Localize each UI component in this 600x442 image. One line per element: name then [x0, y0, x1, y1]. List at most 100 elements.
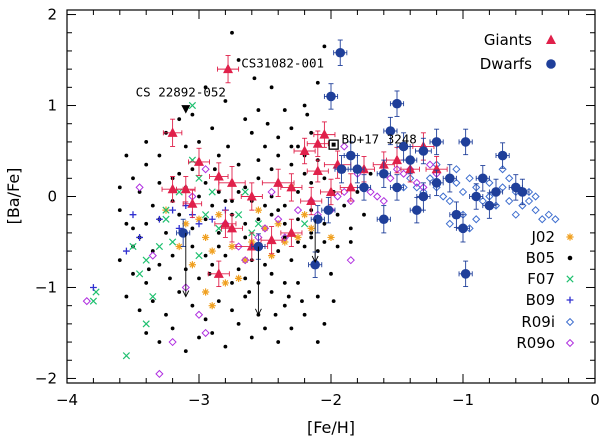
- r09o-point: [346, 196, 355, 206]
- f07-point: [168, 238, 177, 246]
- giants-point: [319, 129, 330, 139]
- b05-point: [226, 144, 230, 149]
- annotation-bd17: BD+17 3248: [342, 132, 417, 147]
- b05-point: [368, 171, 373, 176]
- giants-point: [286, 227, 297, 237]
- giants-point: [431, 163, 442, 174]
- j02-point: [215, 211, 223, 219]
- y-axis-label: [Ba/Fe]: [4, 168, 23, 225]
- b05-point: [276, 208, 281, 213]
- dwarfs-point: [478, 173, 488, 184]
- b05-point: [243, 117, 248, 122]
- annotation-cs22892: CS 22892-052: [136, 84, 226, 99]
- b05-point: [183, 144, 188, 149]
- b05-point: [203, 180, 208, 185]
- b09-point: [90, 284, 97, 291]
- b05-point: [249, 130, 254, 135]
- giants-point: [266, 234, 277, 245]
- b05-point: [296, 144, 300, 149]
- b05-point: [124, 153, 129, 158]
- b05-point: [269, 194, 274, 199]
- x-tick-label: −1: [452, 391, 474, 409]
- b05-point: [124, 294, 129, 299]
- j02-point: [202, 288, 210, 296]
- b05-point: [177, 117, 182, 122]
- axis-ticks: [66, 10, 596, 383]
- giants-point: [227, 222, 237, 233]
- upper-limit-arrow: [311, 219, 319, 264]
- b05-point: [296, 281, 300, 285]
- b05-point: [144, 140, 149, 144]
- b05-point: [230, 281, 234, 285]
- legend-r09i-icon: [565, 317, 575, 327]
- b05-point: [289, 326, 294, 331]
- giants-point: [180, 183, 191, 194]
- giants-point: [312, 138, 323, 148]
- r09i-point: [452, 165, 461, 174]
- b05-point: [269, 167, 274, 172]
- giants-point: [167, 183, 178, 194]
- b05-point: [212, 167, 217, 172]
- b05-point: [263, 326, 267, 331]
- giants-point: [286, 181, 297, 192]
- b05-point: [236, 267, 241, 272]
- b05-point: [131, 226, 135, 231]
- b05-point: [146, 267, 151, 272]
- b05-point: [230, 308, 234, 313]
- b05-point: [210, 331, 215, 335]
- r09o-point: [274, 215, 283, 224]
- b05-point: [269, 85, 274, 90]
- b05-point: [286, 294, 291, 299]
- b05-point: [243, 276, 248, 281]
- b05-point: [256, 158, 261, 163]
- r09o-point: [366, 187, 375, 197]
- b05-point: [203, 317, 208, 322]
- r09o-point: [412, 178, 421, 187]
- dwarfs-point: [379, 168, 389, 179]
- b05-point: [157, 340, 162, 344]
- legend-b09-icon: [566, 296, 574, 304]
- b05-point: [362, 212, 366, 217]
- giants-point: [345, 181, 356, 192]
- b09-point: [169, 206, 176, 214]
- x-tick-label: −3: [188, 391, 210, 409]
- b05-point: [150, 299, 155, 304]
- b05-point: [263, 144, 267, 149]
- b05-point: [322, 44, 327, 49]
- b05-point: [197, 194, 201, 199]
- b05-point: [137, 190, 142, 194]
- r09i-point: [538, 215, 547, 224]
- dwarfs-point: [460, 269, 471, 279]
- b05-point: [322, 221, 327, 226]
- b05-point: [183, 349, 188, 354]
- b05-point: [203, 85, 208, 90]
- b05-point: [256, 217, 261, 222]
- b05-point: [164, 230, 168, 235]
- y-tick-label: 2: [47, 6, 57, 24]
- giants-point: [167, 127, 178, 137]
- r09i-point: [505, 174, 514, 183]
- b05-point: [273, 312, 278, 317]
- b05-point: [177, 212, 182, 217]
- b05-point: [265, 121, 270, 126]
- legend-f07-icon: [566, 275, 574, 283]
- b05-point: [269, 212, 274, 217]
- r09o-point: [267, 187, 276, 197]
- b05-point: [355, 190, 360, 194]
- dwarfs-point: [431, 178, 442, 188]
- dwarfs-point: [346, 150, 356, 161]
- b05-point: [276, 135, 281, 140]
- legend-giants-triangle-icon: [546, 34, 556, 44]
- b05-point: [157, 153, 162, 158]
- b05-point: [168, 276, 172, 281]
- b05-point: [252, 76, 257, 81]
- b05-point: [190, 303, 195, 308]
- b05-point: [197, 276, 201, 281]
- f07-point: [201, 211, 210, 219]
- b05-point: [282, 281, 287, 285]
- r09o-point: [260, 224, 270, 233]
- y-tick-label: 0: [47, 188, 57, 206]
- legend-label-r09i: R09i: [521, 313, 555, 331]
- f07-point: [195, 174, 203, 182]
- b05-point: [302, 171, 307, 176]
